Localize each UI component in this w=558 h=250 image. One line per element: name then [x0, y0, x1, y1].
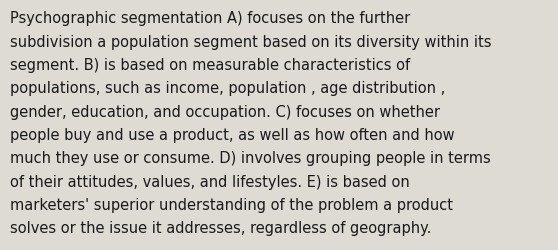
Text: marketers' superior understanding of the problem a product: marketers' superior understanding of the… [10, 197, 453, 212]
Text: solves or the issue it addresses, regardless of geography.: solves or the issue it addresses, regard… [10, 220, 431, 236]
Text: Psychographic segmentation A) focuses on the further: Psychographic segmentation A) focuses on… [10, 11, 410, 26]
Text: gender, education, and occupation. C) focuses on whether: gender, education, and occupation. C) fo… [10, 104, 440, 119]
Text: of their attitudes, values, and lifestyles. E) is based on: of their attitudes, values, and lifestyl… [10, 174, 410, 189]
Text: populations, such as income, population , age distribution ,: populations, such as income, population … [10, 81, 445, 96]
Text: much they use or consume. D) involves grouping people in terms: much they use or consume. D) involves gr… [10, 151, 491, 166]
Text: subdivision a population segment based on its diversity within its: subdivision a population segment based o… [10, 34, 492, 50]
Text: people buy and use a product, as well as how often and how: people buy and use a product, as well as… [10, 128, 455, 142]
Text: segment. B) is based on measurable characteristics of: segment. B) is based on measurable chara… [10, 58, 410, 73]
